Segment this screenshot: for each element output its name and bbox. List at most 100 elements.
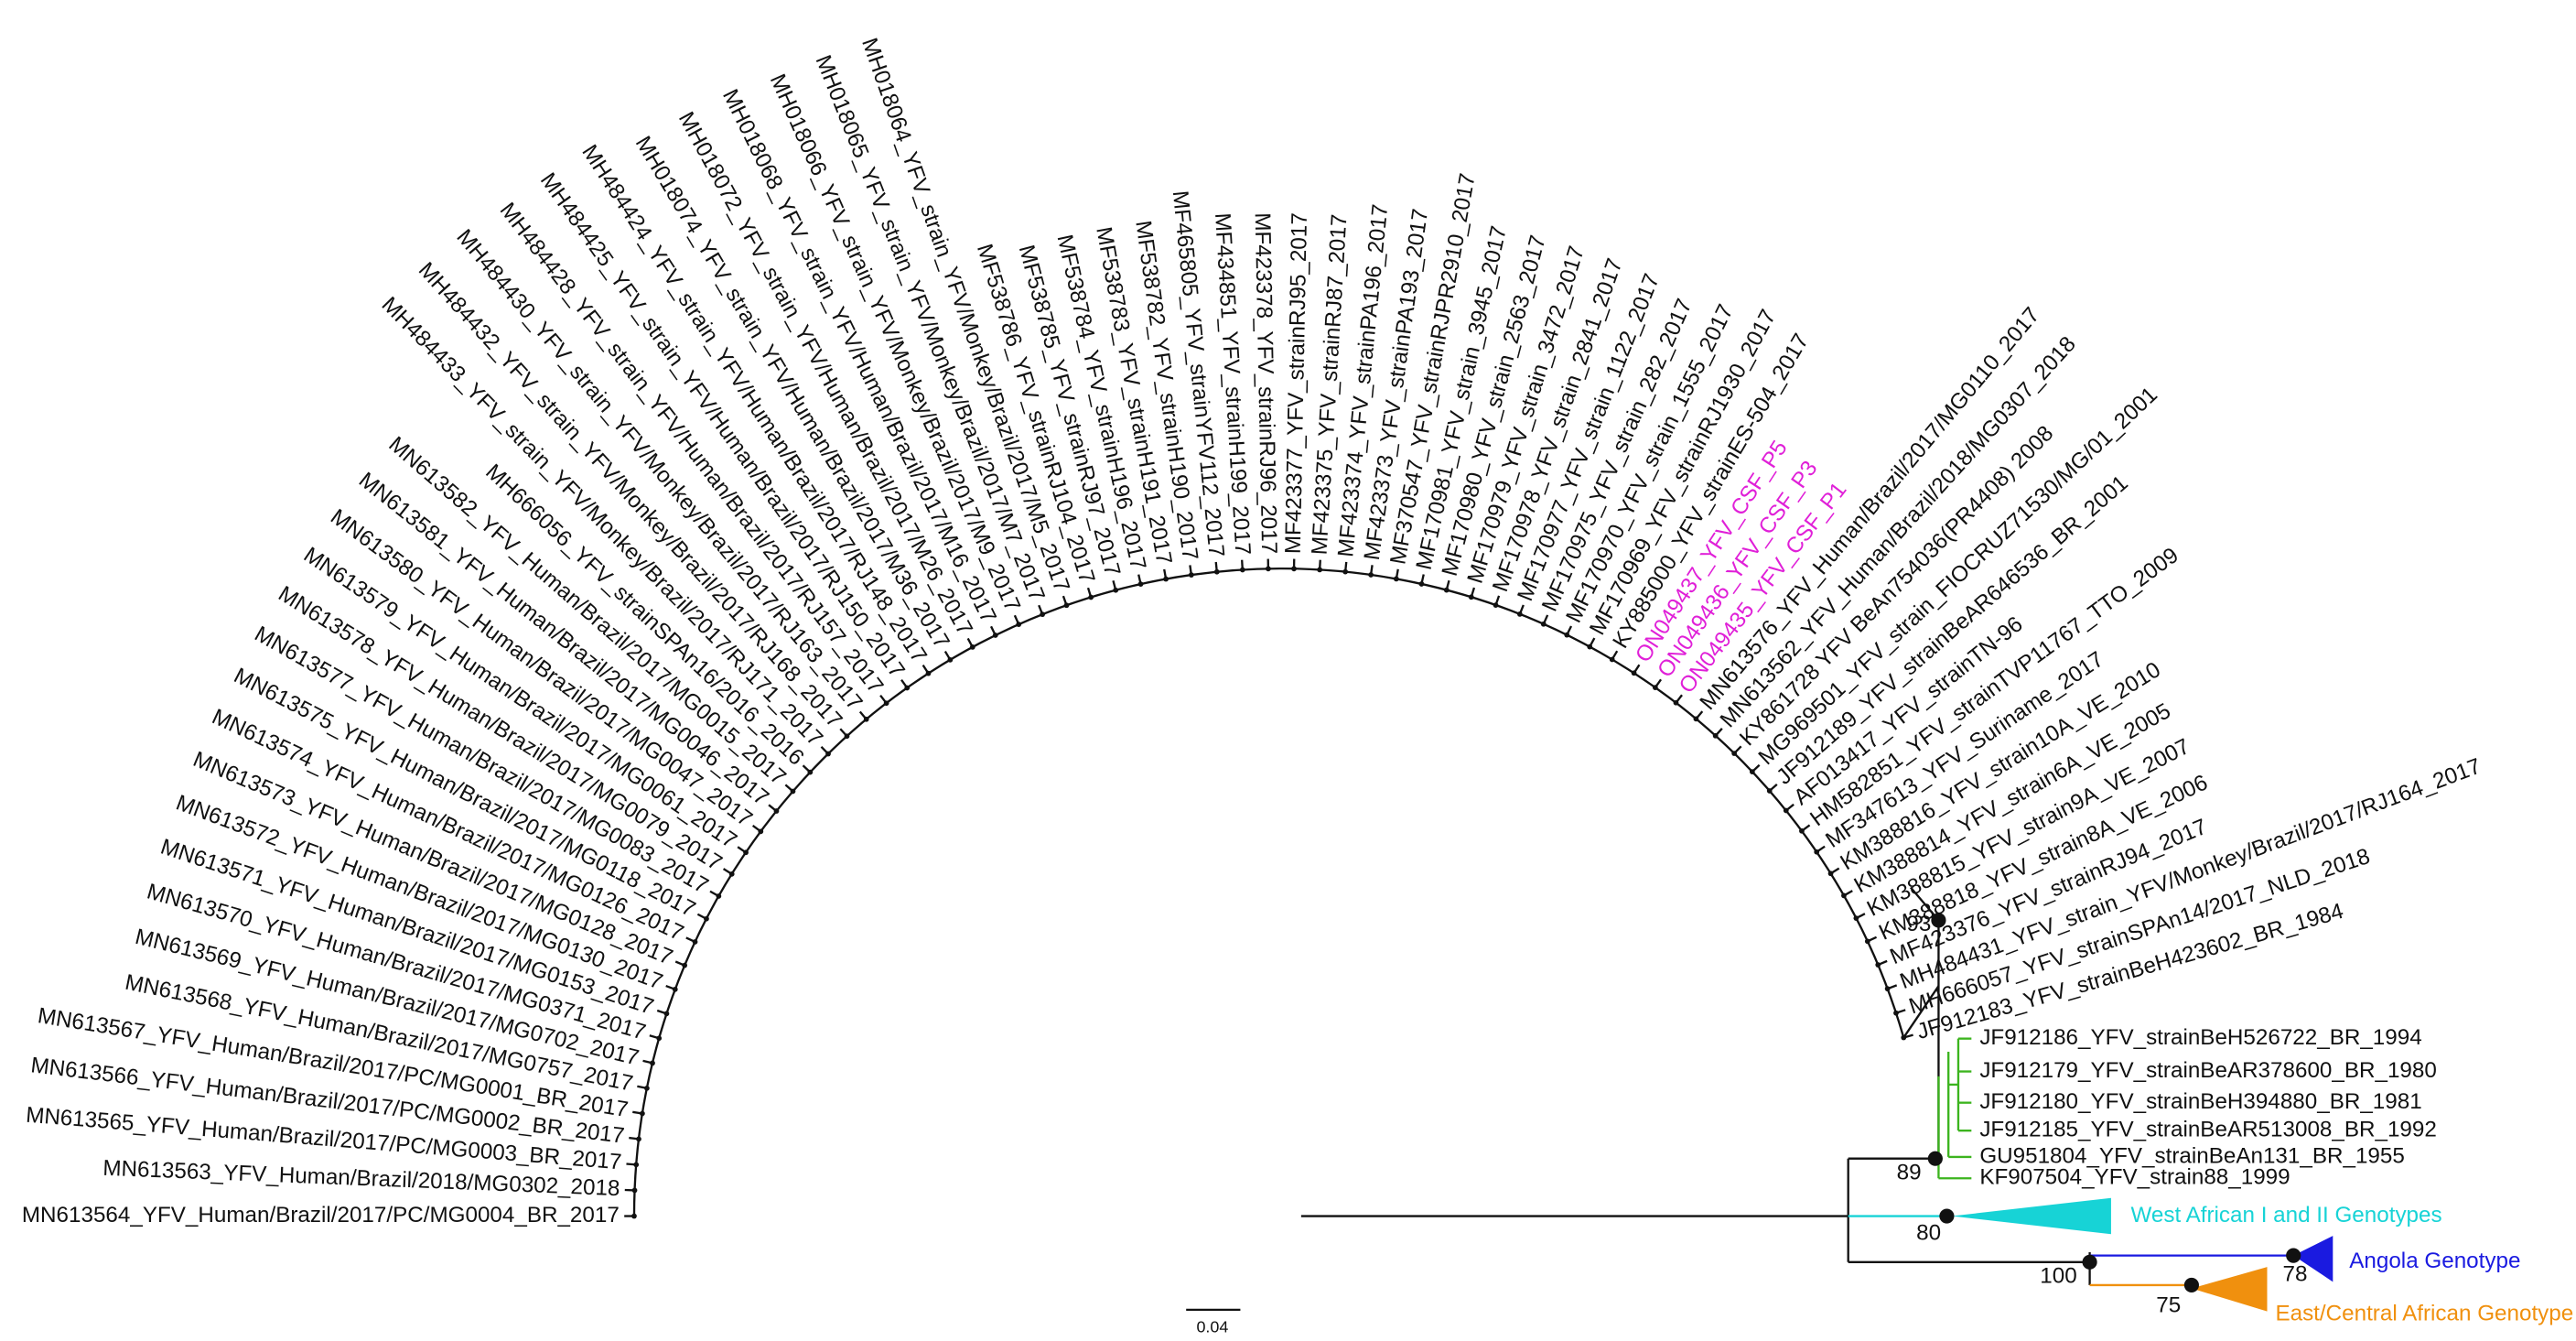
collapsed-clade [2191,1267,2268,1312]
leaf-node [1827,871,1834,877]
leaf-node [1799,827,1805,834]
leaf-node [644,1085,650,1091]
leaf-node [663,1011,670,1017]
bootstrap-value: 78 [2283,1262,2308,1287]
bootstrap-value: 93 [1906,912,1931,936]
leaf-node [640,1110,645,1117]
leaf-node [1712,732,1719,739]
leaf-node [1609,656,1615,663]
leaf-label: MF423378_YFV_strainRJ96_2017 [1250,212,1282,554]
leaf-node [682,962,688,968]
leaf-label: GU951804_YFV_strainBeAn131_BR_1955 [1979,1143,2405,1168]
leaf-label: MF423377_YFV_strainRJ95_2017 [1281,212,1312,554]
leaf-node [904,685,911,691]
leaf-node [631,1213,637,1219]
leaf-node [1040,611,1046,618]
branch [1902,985,1940,1039]
leaf-node [743,849,749,856]
leaf-node [1749,769,1755,774]
leaf-node [1516,611,1523,617]
leaf-node [883,700,889,707]
leaf-node [1213,568,1220,575]
leaf-label: JF912179_YFV_strainBeAR378600_BR_1980 [1979,1058,2437,1083]
leaf-label: MN613564_YFV_Human/Brazil/2017/PC/MG0004… [22,1203,620,1227]
leaf-node [1814,849,1820,855]
leaf-node [1342,568,1349,575]
clade-label: Angola Genotype [2349,1249,2520,1273]
leaf-node [1652,685,1658,690]
leaf-node [1783,807,1789,814]
collapsed-clade [2293,1236,2333,1282]
bootstrap-node [1931,913,1946,928]
leaf-node [1113,587,1119,593]
leaf-node [1291,566,1297,572]
leaf-node [1393,576,1399,582]
bootstrap-value: 75 [2156,1293,2181,1318]
leaf-node [1766,788,1773,794]
leaf-node [692,939,698,945]
leaf-label: JF912180_YFV_strainBeH394880_BR_1981 [1979,1089,2421,1114]
leaf-node [1587,643,1593,650]
leaf-node [656,1035,663,1042]
leaf-node [790,788,796,795]
leaf-node [1864,938,1870,945]
leaf-label: JF912186_YFV_strainBeH526722_BR_1994 [1979,1025,2421,1050]
scale-label: 0.04 [1196,1317,1228,1336]
leaf-node [1468,594,1474,600]
leaf-node [1063,602,1070,609]
leaf-node [992,633,998,638]
bootstrap-node [2286,1248,2301,1263]
leaf-node [1564,632,1570,638]
leaf-node [1893,1010,1899,1016]
leaf-node [825,751,831,757]
leaf-node [863,716,869,722]
leaf-node [1673,699,1679,706]
bootstrap-node [1927,1151,1943,1166]
leaf-node [925,670,932,676]
bootstrap-value: 100 [2040,1263,2076,1288]
leaf-node [1493,602,1499,608]
leaf-node [672,986,678,992]
leaf-node [1317,567,1323,573]
leaf-node [633,1162,640,1168]
leaf-node [758,828,764,835]
leaf-node [1189,572,1194,578]
bootstrap-node [2082,1254,2097,1270]
leaf-node [947,656,954,663]
leaf-node [636,1136,641,1142]
leaf-node [1368,572,1374,578]
clade-label: West African I and II Genotypes [2130,1203,2441,1227]
leaf-node [650,1060,655,1066]
bootstrap-node [2183,1277,2199,1293]
leaf-node [807,769,814,775]
leaf-node [1631,670,1637,676]
bootstrap-node [1939,1208,1955,1224]
leaf-node [1875,962,1881,968]
leaf-node [716,893,722,899]
leaf-label: KF907504_YFV_strain88_1999 [1979,1165,2290,1190]
leaf-node [1540,621,1547,627]
leaf-node [631,1187,638,1194]
leaf-node [1853,915,1859,922]
leaf-node [1901,1034,1907,1041]
clade-label: East/Central African Genotype [2275,1302,2573,1326]
leaf-node [1884,986,1891,992]
leaf-node [1693,716,1699,722]
leaf-node [969,644,975,650]
leaf-node [1841,892,1847,899]
leaf-node [1137,581,1144,587]
leaf-node [1443,587,1450,593]
leaf-node [773,808,780,814]
leaf-node [1418,581,1425,587]
leaf-node [1016,622,1022,627]
leaf-label: JF912185_YFV_strainBeAR513008_BR_1992 [1979,1118,2437,1142]
leaf-node [1731,751,1737,756]
leaf-node [728,871,735,877]
leaf-node [1088,594,1094,600]
leaf-node [844,733,850,740]
leaf-node [1163,576,1169,582]
bootstrap-value: 80 [1916,1221,1941,1246]
collapsed-clade [1951,1197,2111,1235]
